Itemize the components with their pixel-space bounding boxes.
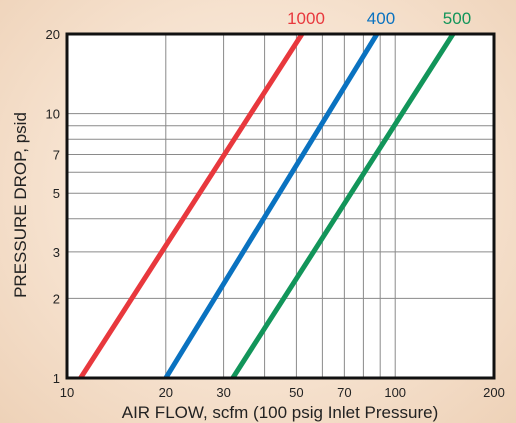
legend-label-400: 400 xyxy=(367,9,395,28)
y-tick-label: 7 xyxy=(53,148,60,163)
y-tick-label: 3 xyxy=(53,245,60,260)
x-tick-labels: 10 20 30 50 70 100 200 xyxy=(60,385,505,400)
y-tick-label: 10 xyxy=(46,107,60,122)
y-tick-label: 1 xyxy=(53,371,60,386)
y-tick-label: 20 xyxy=(46,27,60,42)
x-tick-label: 200 xyxy=(483,385,505,400)
plot-area xyxy=(67,34,494,378)
x-tick-label: 100 xyxy=(384,385,406,400)
series-lines xyxy=(78,34,456,378)
x-tick-label: 50 xyxy=(289,385,303,400)
y-tick-labels: 1 2 3 5 7 10 20 xyxy=(46,27,60,386)
x-tick-label: 10 xyxy=(60,385,74,400)
legend: 1000 400 500 xyxy=(287,9,471,28)
plot-frame xyxy=(65,32,496,380)
x-tick-label: 30 xyxy=(216,385,230,400)
y-axis-label: PRESSURE DROP, psid xyxy=(11,112,30,298)
legend-label-500: 500 xyxy=(443,9,471,28)
x-axis-label: AIR FLOW, scfm (100 psig Inlet Pressure) xyxy=(122,403,438,422)
series-line-500 xyxy=(230,34,456,378)
x-tick-label: 70 xyxy=(337,385,351,400)
series-line-1000 xyxy=(78,34,305,378)
legend-label-1000: 1000 xyxy=(287,9,325,28)
y-tick-label: 5 xyxy=(53,186,60,201)
x-tick-label: 20 xyxy=(159,385,173,400)
y-tick-label: 2 xyxy=(53,291,60,306)
series-line-400 xyxy=(163,34,380,378)
